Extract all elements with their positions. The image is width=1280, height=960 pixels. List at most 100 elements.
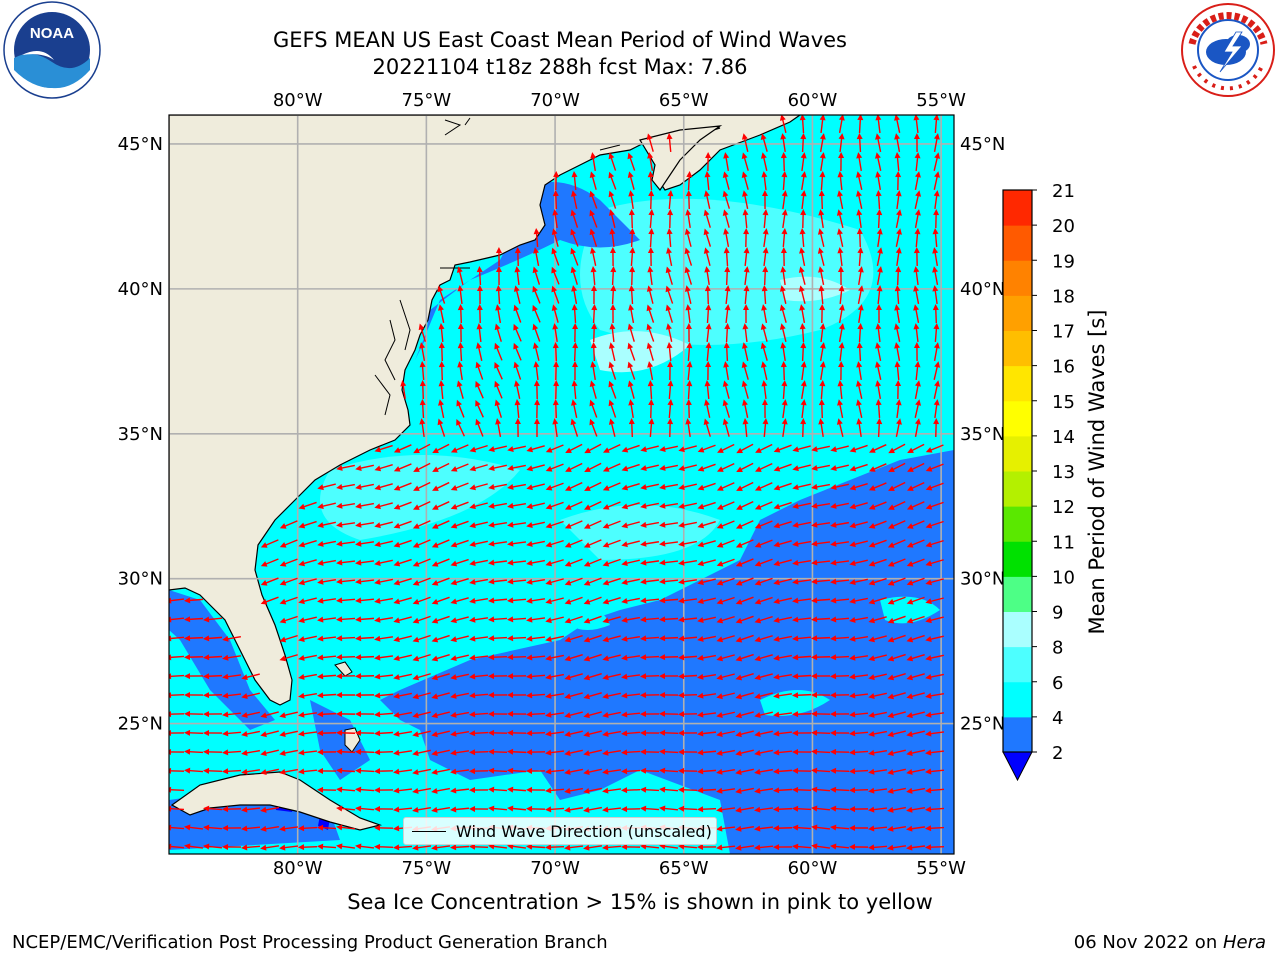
arrow-head <box>317 635 324 642</box>
arrow-head <box>735 523 743 529</box>
arrow-head <box>678 465 685 472</box>
arrow-head <box>811 446 818 452</box>
arrow-head <box>798 285 805 292</box>
arrow-head <box>716 617 724 624</box>
arrow-head <box>374 579 381 585</box>
arrow-head <box>925 692 932 699</box>
arrow-head <box>627 342 634 350</box>
arrow-head <box>431 504 439 510</box>
arrow-head <box>374 673 381 680</box>
arrow-head <box>450 674 457 680</box>
arrow-head <box>875 115 882 121</box>
arrow-head <box>849 768 856 775</box>
arrow-head <box>934 361 941 368</box>
arrow-head <box>488 654 495 661</box>
arrow-head <box>735 693 743 700</box>
arrow-head <box>393 560 401 567</box>
arrow-head <box>697 711 704 718</box>
arrow-head <box>716 655 723 662</box>
arrow-head <box>203 748 210 755</box>
arrow-head <box>412 542 420 548</box>
arrow-head <box>317 673 324 680</box>
arrow-head <box>564 542 572 548</box>
arrow-head <box>678 446 685 453</box>
arrow-head <box>298 541 306 548</box>
arrow-head <box>241 674 248 681</box>
arrow-head <box>355 729 362 736</box>
arrow-head <box>762 247 769 254</box>
arrow-head <box>222 843 229 850</box>
arrow-head <box>800 418 807 425</box>
arrow-head <box>640 805 647 812</box>
arrow-head <box>564 617 572 624</box>
arrow-head <box>849 806 856 813</box>
arrow-head <box>811 616 818 623</box>
arrow-head <box>640 767 647 774</box>
arrow-head <box>514 380 520 387</box>
arrow-head <box>564 598 572 605</box>
arrow-head <box>849 692 856 699</box>
period-band-hole <box>880 596 940 624</box>
arrow-head <box>608 152 615 160</box>
arrow-head <box>317 767 324 774</box>
arrow-head <box>697 503 705 510</box>
arrow-head <box>169 824 172 831</box>
arrow-head <box>659 616 666 623</box>
arrow-head <box>203 805 210 812</box>
arrow-head <box>792 540 799 547</box>
lat-tick-label-right: 35°N <box>960 424 1005 445</box>
arrow-head <box>570 209 577 217</box>
arrow-head <box>716 693 723 700</box>
arrow-head <box>534 418 541 425</box>
arrow-head <box>818 209 825 216</box>
arrow-head <box>513 361 520 369</box>
arrow-head <box>781 399 788 406</box>
arrow-head <box>355 805 362 812</box>
coast-detail <box>440 117 621 269</box>
arrow-head <box>925 522 933 529</box>
arrow-head <box>393 711 400 718</box>
arrow-head <box>413 485 420 491</box>
arrow-head <box>602 768 609 775</box>
arrow-head <box>685 190 692 197</box>
arrow-head <box>735 636 743 643</box>
arrow-head <box>469 541 476 548</box>
arrow-head <box>868 504 876 510</box>
arrow-head <box>868 598 876 605</box>
arrow-head <box>716 485 724 491</box>
arrow-head <box>857 247 864 254</box>
arrow-head <box>906 561 914 567</box>
arrow-head <box>754 636 762 643</box>
arrow-head <box>431 693 438 700</box>
arrow-head <box>564 768 571 775</box>
arrow-head <box>488 559 495 566</box>
arrow-head <box>781 380 788 387</box>
arrow-head <box>913 342 920 349</box>
arrow-head <box>933 115 940 121</box>
arrow-head <box>819 152 826 159</box>
arrow-head <box>260 844 267 851</box>
colorbar-tick-label: 16 <box>1052 357 1075 378</box>
arrow-head <box>533 228 540 235</box>
arrow-head <box>773 522 781 529</box>
arrow-head <box>589 228 596 236</box>
arrow-head <box>868 579 876 586</box>
arrow-head <box>469 560 476 566</box>
arrow-head <box>697 806 704 813</box>
arrow-head <box>526 692 533 699</box>
arrow-head <box>659 691 666 698</box>
arrow-head <box>678 503 685 509</box>
arrow-head <box>412 750 419 757</box>
arrow-head <box>837 190 843 197</box>
arrow-head <box>374 749 381 756</box>
arrow-head <box>627 380 634 387</box>
arrow-head <box>667 209 674 216</box>
arrow-head <box>476 323 483 330</box>
arrow-head <box>640 711 647 718</box>
arrow-head <box>621 579 628 585</box>
arrow-head <box>621 484 629 491</box>
arrow-head <box>906 712 913 719</box>
arrow-head <box>317 654 324 661</box>
arrow-head <box>925 768 932 775</box>
arrow-head <box>336 654 343 661</box>
